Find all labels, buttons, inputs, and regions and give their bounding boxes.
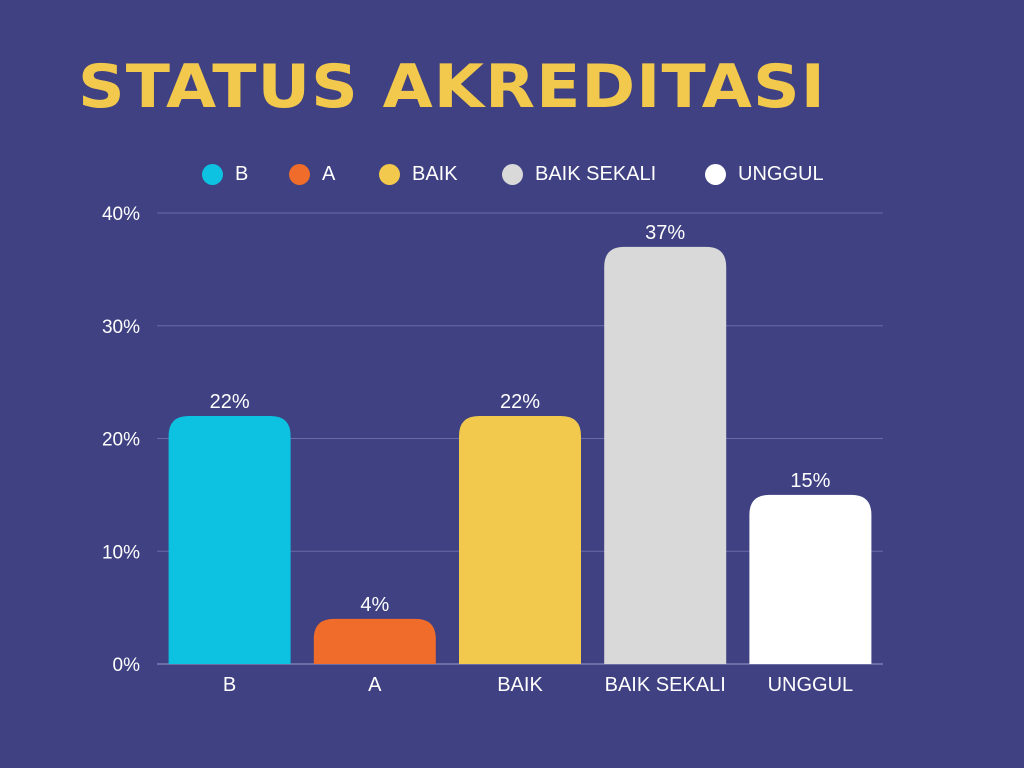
- x-tick-label: BAIK SEKALI: [605, 674, 726, 696]
- bar-value-label: 22%: [500, 391, 540, 413]
- legend-item: BAIK: [379, 160, 458, 188]
- y-tick-label: 10%: [102, 542, 140, 563]
- legend-item: B: [202, 160, 248, 188]
- y-tick-label: 0%: [113, 655, 141, 676]
- legend-item: UNGGUL: [705, 160, 824, 188]
- bar: [749, 494, 872, 664]
- x-tick-label: B: [223, 674, 236, 696]
- y-tick-label: 20%: [102, 430, 140, 451]
- y-tick-label: 40%: [102, 204, 140, 225]
- x-tick-label: BAIK: [497, 674, 543, 696]
- bar-value-label: 4%: [360, 594, 389, 616]
- legend-swatch: [379, 163, 400, 185]
- legend-label: B: [235, 162, 249, 185]
- legend-label: BAIK SEKALI: [535, 162, 657, 185]
- x-tick-label: A: [368, 674, 382, 696]
- bar-value-label: 15%: [790, 470, 830, 492]
- bar-value-label: 37%: [645, 222, 685, 244]
- legend-label: A: [322, 162, 336, 185]
- legend-label: UNGGUL: [738, 162, 824, 185]
- bar: [604, 246, 727, 664]
- legend-swatch: [202, 163, 223, 185]
- bar-value-label: 22%: [210, 391, 250, 413]
- y-tick-label: 30%: [102, 317, 140, 338]
- legend: B A BAIK BAIK SEKALI UNGGUL: [0, 160, 1024, 188]
- legend-label: BAIK: [412, 162, 458, 185]
- x-tick-label: UNGGUL: [768, 674, 854, 696]
- bar: [459, 415, 581, 664]
- legend-swatch: [289, 163, 310, 185]
- bar: [313, 618, 436, 664]
- legend-item: BAIK SEKALI: [502, 160, 656, 188]
- bar: [168, 415, 291, 664]
- chart-title: STATUS AKREDITASI: [78, 52, 826, 122]
- legend-item: A: [289, 160, 335, 188]
- legend-swatch: [705, 163, 726, 185]
- legend-swatch: [502, 163, 523, 185]
